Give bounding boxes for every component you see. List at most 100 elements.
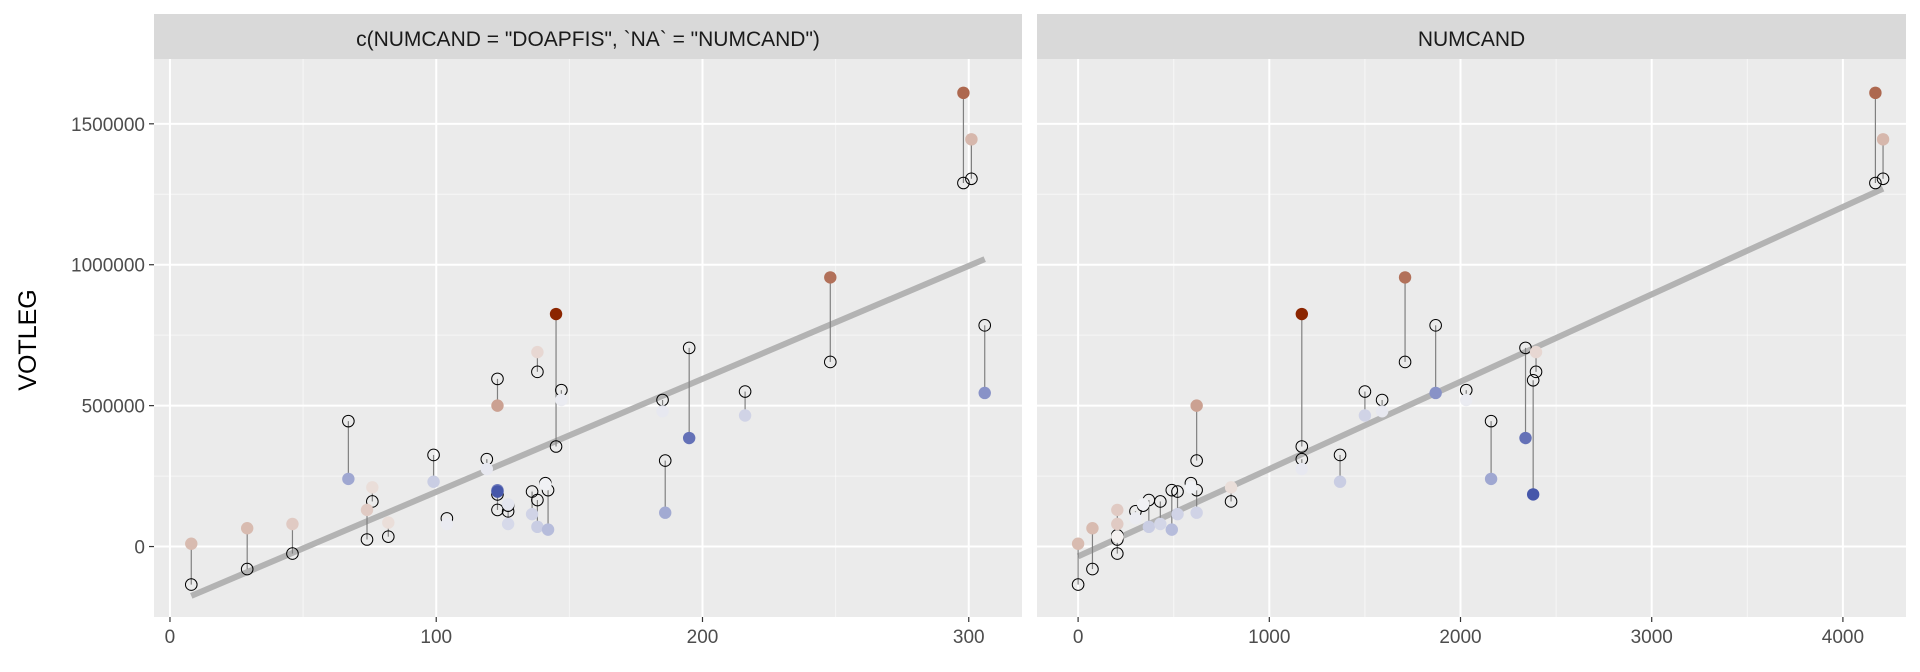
actual-point bbox=[1429, 386, 1442, 400]
actual-point bbox=[1136, 498, 1150, 511]
predicted-point bbox=[965, 172, 978, 186]
actual-point bbox=[501, 498, 515, 511]
predicted-point bbox=[1224, 495, 1238, 508]
actual-point bbox=[1460, 393, 1473, 407]
predicted-point bbox=[738, 385, 752, 398]
actual-point bbox=[1358, 409, 1372, 422]
predicted-point bbox=[1484, 414, 1498, 428]
actual-point bbox=[824, 271, 837, 284]
predicted-point bbox=[360, 533, 374, 546]
actual-point bbox=[659, 506, 672, 519]
actual-point bbox=[1224, 481, 1238, 494]
actual-point bbox=[286, 517, 299, 531]
actual-point bbox=[240, 522, 254, 535]
predicted-point bbox=[491, 372, 504, 386]
predicted-point bbox=[531, 493, 544, 507]
actual-point bbox=[185, 537, 198, 550]
x-tick-label: 3000 bbox=[1631, 627, 1673, 648]
x-tick-label: 2000 bbox=[1439, 627, 1481, 648]
actual-point bbox=[382, 516, 395, 529]
predicted-point bbox=[1165, 483, 1179, 497]
actual-point bbox=[656, 405, 669, 418]
actual-point bbox=[1519, 431, 1532, 445]
x-tick-label: 200 bbox=[687, 627, 719, 648]
actual-point bbox=[1111, 503, 1124, 517]
actual-point bbox=[978, 386, 991, 400]
actual-point bbox=[957, 86, 970, 100]
actual-point bbox=[1165, 523, 1178, 536]
actual-point bbox=[1154, 517, 1167, 531]
actual-point bbox=[342, 472, 355, 486]
panel-background bbox=[154, 59, 1022, 617]
x-tick-label: 300 bbox=[953, 627, 985, 648]
actual-point bbox=[525, 507, 539, 521]
actual-point bbox=[1375, 405, 1389, 418]
predicted-point bbox=[1869, 176, 1882, 190]
predicted-point bbox=[1876, 172, 1890, 186]
panel-background bbox=[1037, 59, 1906, 617]
actual-point bbox=[1484, 472, 1498, 486]
predicted-point bbox=[184, 578, 198, 591]
predicted-point bbox=[1295, 440, 1309, 453]
predicted-point bbox=[427, 448, 440, 462]
predicted-point bbox=[531, 365, 544, 379]
actual-point bbox=[1184, 481, 1198, 494]
y-tick-label: 500000 bbox=[82, 397, 145, 418]
predicted-point bbox=[1086, 562, 1099, 576]
predicted-point bbox=[1071, 578, 1085, 591]
predicted-point bbox=[1171, 485, 1184, 498]
actual-point bbox=[1171, 507, 1184, 521]
actual-point bbox=[738, 409, 752, 422]
actual-point bbox=[491, 485, 504, 498]
actual-point bbox=[1295, 307, 1309, 321]
actual-point bbox=[1529, 345, 1543, 359]
predicted-point bbox=[1529, 365, 1543, 379]
actual-point bbox=[1142, 520, 1156, 534]
actual-point bbox=[682, 431, 696, 445]
predicted-point bbox=[549, 440, 563, 453]
predicted-point bbox=[1154, 495, 1167, 508]
predicted-point bbox=[1398, 355, 1412, 369]
actual-point bbox=[1190, 506, 1203, 519]
actual-point bbox=[541, 523, 555, 536]
x-tick-label: 4000 bbox=[1822, 627, 1864, 648]
x-tick-label: 100 bbox=[420, 627, 452, 648]
predicted-point bbox=[682, 341, 696, 355]
predicted-point bbox=[286, 547, 299, 560]
predicted-point bbox=[382, 530, 395, 543]
facet-strip-label: NUMCAND bbox=[1418, 28, 1525, 51]
predicted-point bbox=[1190, 454, 1203, 467]
actual-point bbox=[1111, 517, 1124, 531]
predicted-point bbox=[978, 319, 992, 332]
actual-point bbox=[440, 517, 454, 531]
predicted-point bbox=[823, 355, 837, 369]
actual-point bbox=[1876, 133, 1890, 146]
x-tick-label: 0 bbox=[165, 627, 176, 648]
actual-point bbox=[1086, 522, 1099, 535]
actual-point bbox=[360, 503, 374, 517]
predicted-point bbox=[1429, 319, 1442, 332]
x-tick-label: 0 bbox=[1073, 627, 1084, 648]
x-tick-label: 1000 bbox=[1248, 627, 1290, 648]
actual-point bbox=[531, 345, 544, 359]
actual-point bbox=[1071, 537, 1085, 550]
actual-point bbox=[491, 399, 504, 412]
actual-point bbox=[1190, 399, 1203, 412]
trend-line bbox=[1076, 185, 1885, 560]
actual-point bbox=[1869, 86, 1882, 100]
predicted-point bbox=[1111, 547, 1124, 560]
predicted-point bbox=[957, 176, 970, 190]
facet-panel: NUMCAND 0 1000 2000 3000 4000 bbox=[1037, 14, 1906, 648]
y-axis-title: VOTLEG bbox=[14, 289, 42, 390]
facet-strip-label: c(NUMCAND = "DOAPFIS", `NA` = "NUMCAND") bbox=[356, 28, 820, 51]
actual-point bbox=[1129, 512, 1142, 525]
actual-point bbox=[427, 475, 440, 488]
actual-point bbox=[965, 133, 978, 146]
actual-point bbox=[1526, 488, 1540, 501]
actual-point bbox=[549, 307, 563, 321]
facet-strip bbox=[1037, 14, 1906, 59]
actual-point bbox=[1333, 475, 1347, 488]
y-tick-label: 0 bbox=[134, 538, 145, 559]
actual-point bbox=[1111, 530, 1124, 543]
